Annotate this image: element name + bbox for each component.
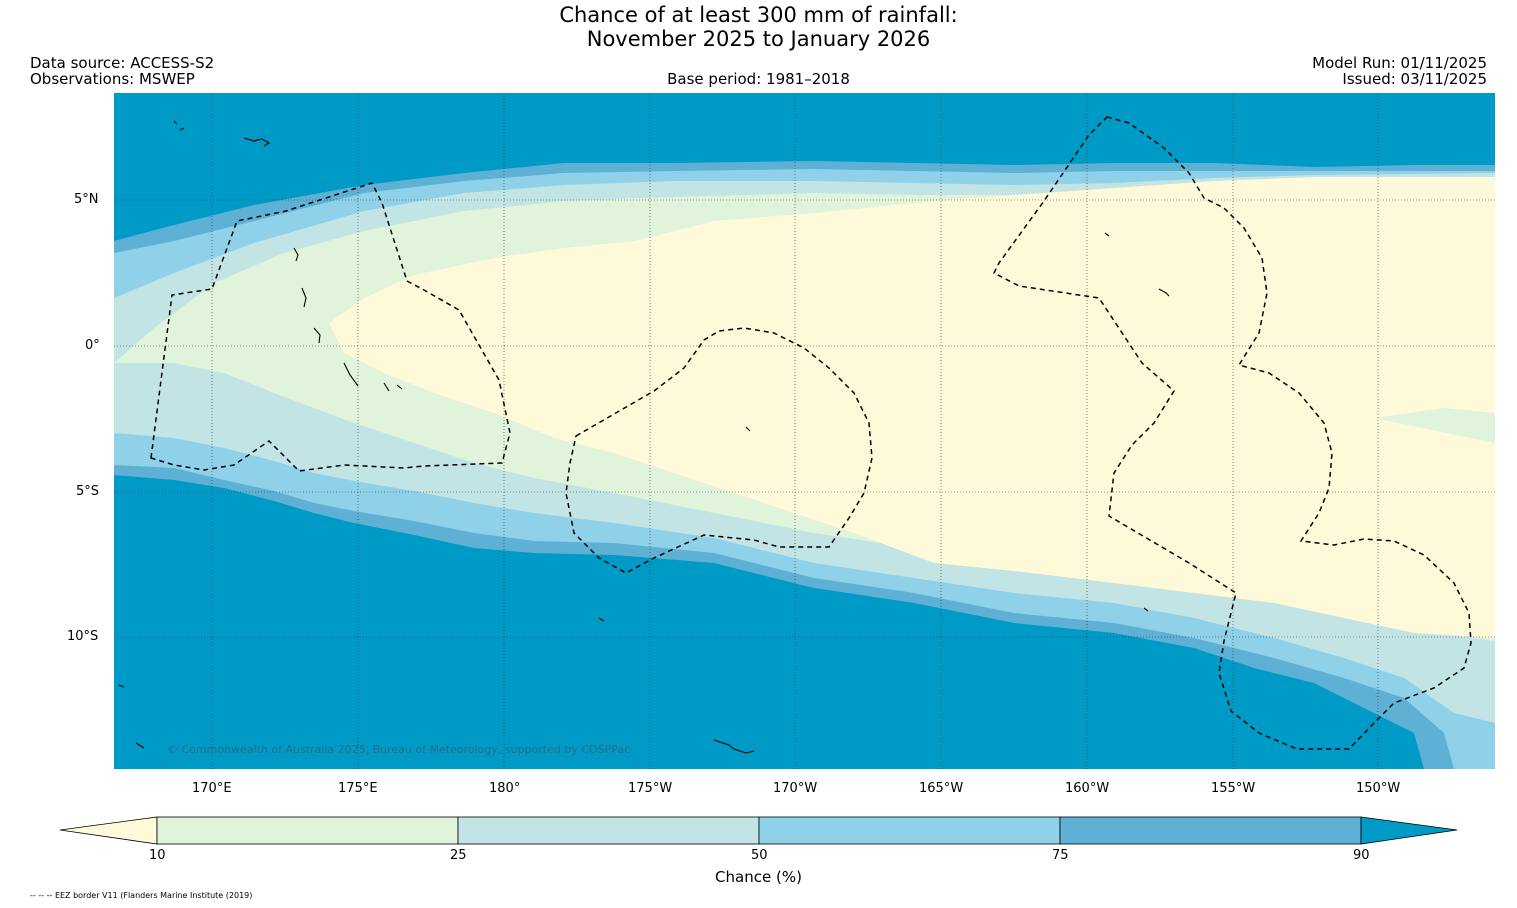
colorbar-segment-75-90 — [1059, 816, 1362, 845]
colorbar-tick-25: 25 — [450, 848, 467, 863]
eez-footnote: -- -- -- EEZ border V11 (Flanders Marine… — [30, 891, 253, 900]
lat-label-0: 0° — [85, 338, 100, 353]
lon-label-150w: 150°W — [1356, 781, 1401, 796]
lat-label-10s: 10°S — [67, 629, 99, 644]
base-period: Base period: 1981–2018 — [667, 70, 850, 88]
colorbar-segment-50-75 — [758, 816, 1061, 845]
lat-label-5n: 5°N — [74, 192, 99, 207]
latitude-gridlines — [114, 199, 1495, 638]
lon-label-175e: 175°E — [338, 781, 378, 796]
eez-border-tokelau — [565, 327, 873, 574]
lon-label-180: 180° — [489, 781, 521, 796]
observations: Observations: MSWEP — [30, 70, 195, 88]
colorbar-segment-10-25 — [156, 816, 459, 845]
map-title-line2: November 2025 to January 2026 — [586, 27, 931, 51]
data-source: Data source: ACCESS-S2 — [30, 54, 215, 72]
colorbar-segment-above-90 — [1360, 816, 1458, 845]
lon-label-155w: 155°W — [1211, 781, 1256, 796]
copyright-notice: © Commonwealth of Australia 2025, Bureau… — [167, 743, 630, 756]
lon-label-170w: 170°W — [773, 781, 818, 796]
colorbar — [60, 816, 1458, 845]
lon-label-170e: 170°E — [192, 781, 232, 796]
lat-label-5s: 5°S — [76, 484, 100, 499]
colorbar-segment-below-10 — [60, 816, 158, 845]
colorbar-tick-75: 75 — [1052, 848, 1069, 863]
colorbar-tick-10: 10 — [149, 848, 166, 863]
island-outlines — [118, 120, 1170, 754]
colorbar-label: Chance (%) — [715, 868, 802, 886]
rainfall-probability-map: © Commonwealth of Australia 2025, Bureau… — [114, 93, 1495, 769]
colorbar-tick-90: 90 — [1353, 848, 1370, 863]
lon-label-175w: 175°W — [628, 781, 673, 796]
colorbar-segment-25-50 — [457, 816, 760, 845]
model-run: Model Run: 01/11/2025 — [1312, 54, 1487, 72]
lon-label-165w: 165°W — [919, 781, 964, 796]
colorbar-tick-50: 50 — [751, 848, 768, 863]
lon-label-160w: 160°W — [1065, 781, 1110, 796]
map-title-line1: Chance of at least 300 mm of rainfall: — [559, 3, 958, 27]
issued-date: Issued: 03/11/2025 — [1342, 70, 1487, 88]
contour-below-10 — [329, 177, 1495, 638]
